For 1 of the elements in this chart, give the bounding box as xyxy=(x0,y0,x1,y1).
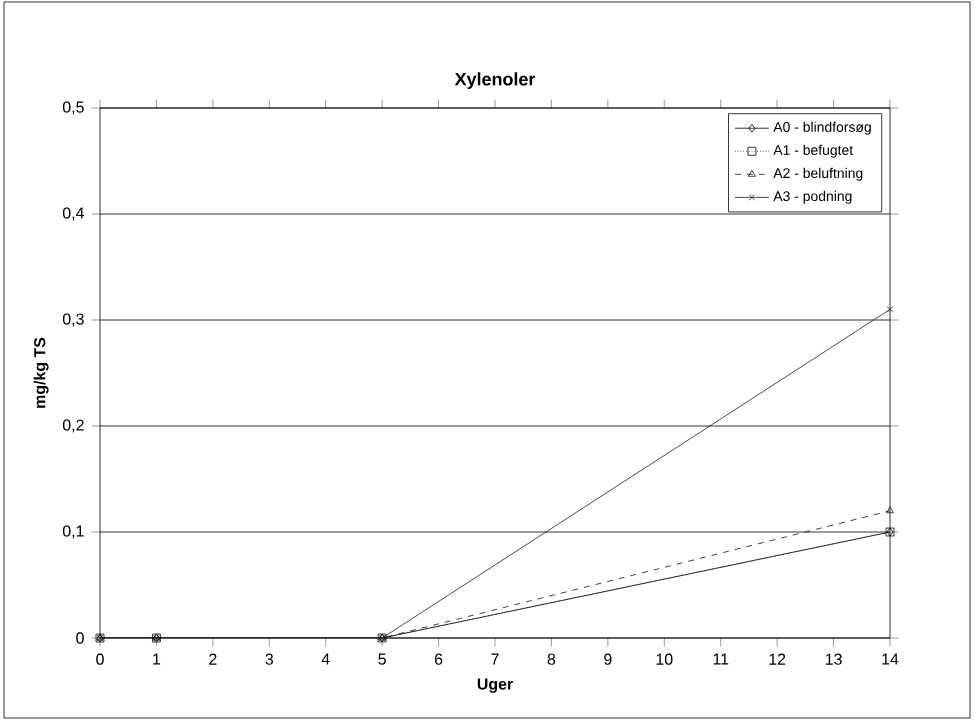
chart-title: Xylenoler xyxy=(454,72,536,89)
